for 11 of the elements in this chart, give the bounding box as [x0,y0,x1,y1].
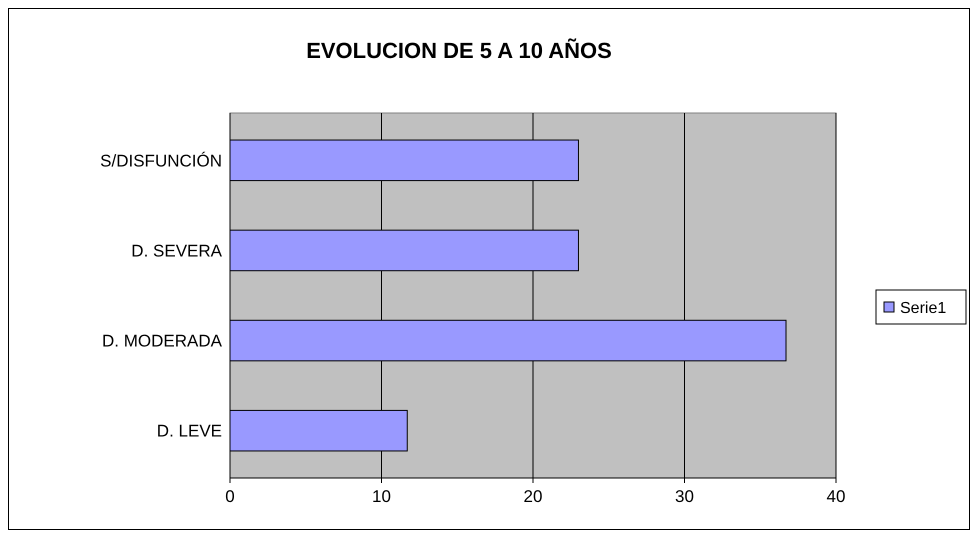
x-tick-label: 20 [524,487,542,506]
legend-label: Serie1 [900,300,946,317]
chart-title: EVOLUCION DE 5 A 10 AÑOS [306,38,612,63]
y-tick-label: D. SEVERA [131,241,223,260]
y-tick-label: D. MODERADA [102,332,223,351]
y-tick-label: S/DISFUNCIÓN [100,151,222,170]
x-tick-label: 0 [225,487,235,506]
x-tick-label: 30 [675,487,694,506]
x-tick-label: 10 [372,487,391,506]
x-tick-label: 40 [826,487,846,506]
y-tick-label: D. LEVE [156,422,222,441]
